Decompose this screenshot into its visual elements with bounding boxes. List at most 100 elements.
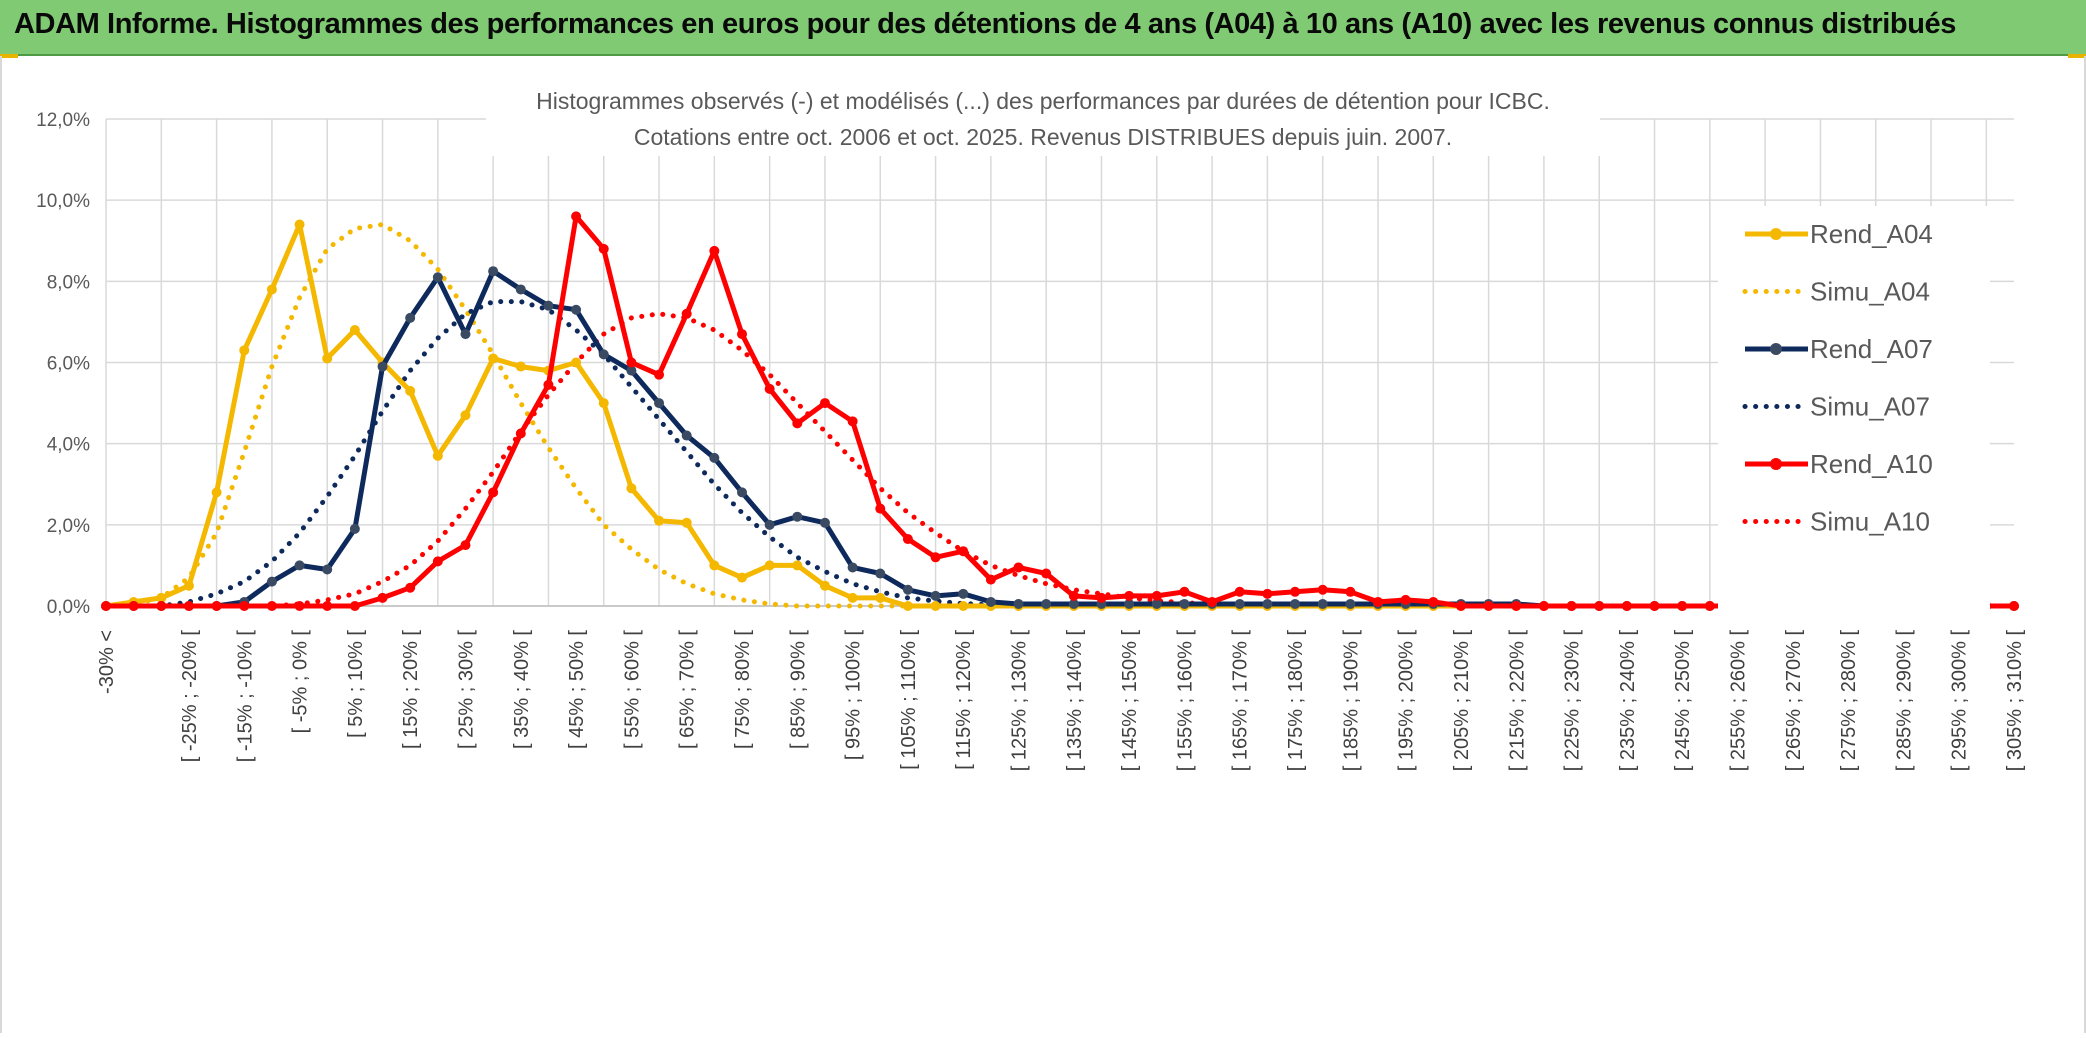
x-tick-label: [ 305% ; 310% [: [2004, 630, 2026, 772]
x-tick-label: [ 245% ; 250% [: [1672, 630, 1694, 772]
data-point: [1179, 586, 1190, 597]
data-point: [1455, 601, 1466, 611]
data-point: [1649, 601, 1660, 611]
data-point: [1345, 598, 1356, 609]
data-point: [1290, 586, 1301, 597]
report-title: ADAM Informe. Histogrammes des performan…: [14, 8, 1956, 40]
data-point: [1151, 598, 1162, 609]
data-point: [792, 560, 803, 571]
data-point: [737, 572, 747, 583]
x-tick-label: [ -25% ; -20% [: [179, 630, 201, 763]
y-tick-label: 0,0%: [47, 597, 90, 618]
legend-label: Simu_A04: [1810, 277, 1930, 307]
legend-label: Rend_A04: [1810, 219, 1933, 249]
data-point: [985, 574, 996, 585]
data-point: [405, 582, 416, 593]
data-point: [847, 592, 858, 603]
data-point: [515, 361, 526, 372]
y-tick-label: 4,0%: [47, 435, 90, 456]
data-point: [294, 560, 305, 571]
data-point: [183, 580, 194, 591]
legend-item-rend-a10: Rend_A10: [1745, 449, 1933, 479]
data-point: [294, 219, 305, 230]
x-tick-label: [ 115% ; 120% [: [953, 630, 975, 770]
x-tick-label: [ 215% ; 220% [: [1506, 630, 1528, 772]
x-tick-label: [ 285% ; 290% [: [1893, 630, 1915, 772]
series-line: [103, 299, 2017, 609]
data-point: [985, 596, 996, 607]
x-tick-label: [ 135% ; 140% [: [1064, 630, 1086, 772]
legend-marker: [1770, 343, 1782, 355]
chart-subtitle: Cotations entre oct. 2006 et oct. 2025. …: [634, 124, 1452, 150]
series-simu-a10: [103, 311, 2017, 609]
data-point: [902, 601, 913, 611]
x-tick-label: [ 235% ; 240% [: [1617, 630, 1639, 772]
data-point: [432, 556, 443, 567]
data-point: [930, 590, 941, 601]
data-point: [405, 385, 416, 396]
data-point: [1400, 594, 1411, 605]
data-point: [543, 300, 554, 311]
x-tick-label: [ 155% ; 160% [: [1174, 630, 1196, 772]
legend-label: Simu_A07: [1810, 392, 1930, 422]
data-point: [1041, 568, 1052, 579]
data-point: [1262, 588, 1273, 599]
legend-label: Rend_A07: [1810, 334, 1933, 364]
legend-background: [1718, 206, 1990, 614]
data-point: [654, 398, 665, 409]
data-point: [958, 588, 969, 599]
data-point: [1124, 598, 1135, 609]
data-point: [847, 416, 858, 427]
data-point: [681, 430, 692, 441]
data-point: [405, 312, 416, 323]
data-point: [902, 534, 913, 545]
data-point: [681, 308, 692, 319]
x-tick-label: [ 125% ; 130% [: [1009, 630, 1031, 772]
x-tick-label: [ 5% ; 10% [: [345, 630, 367, 738]
data-point: [349, 523, 360, 534]
data-point: [958, 601, 969, 611]
data-point: [1345, 586, 1356, 597]
legend-label: Rend_A10: [1810, 449, 1933, 479]
data-point: [460, 540, 471, 551]
data-point: [101, 601, 111, 611]
legend-item-simu-a07: Simu_A07: [1742, 392, 1930, 422]
data-point: [349, 325, 360, 336]
x-tick-label: [ 45% ; 50% [: [566, 630, 588, 749]
data-point: [211, 487, 222, 498]
data-point: [156, 601, 167, 611]
data-point: [764, 383, 775, 394]
legend-label: Simu_A10: [1810, 507, 1930, 537]
y-tick-label: 12,0%: [36, 110, 90, 131]
legend-item-simu-a10: Simu_A10: [1742, 507, 1930, 537]
data-point: [1373, 596, 1383, 607]
data-point: [930, 552, 941, 563]
data-point: [737, 487, 747, 498]
data-point: [1704, 601, 1715, 611]
data-point: [1207, 596, 1218, 607]
data-point: [1234, 598, 1245, 609]
chart-gridlines: [105, 118, 2014, 607]
data-point: [792, 511, 803, 522]
y-axis-ticks: 0,0% 2,0% 4,0% 6,0% 8,0% 10,0% 12,0%: [36, 110, 90, 618]
x-tick-label: [ 175% ; 180% [: [1285, 630, 1307, 772]
data-point: [764, 560, 775, 571]
data-point: [1068, 590, 1079, 601]
x-tick-label: [ 75% ; 80% [: [732, 630, 754, 749]
data-point: [239, 345, 250, 356]
data-point: [1013, 598, 1024, 609]
data-point: [1538, 601, 1549, 611]
y-tick-label: 6,0%: [47, 354, 90, 375]
chart-frame: 0,0% 2,0% 4,0% 6,0% 8,0% 10,0% 12,0% -30% < [ -…: [0, 56, 2086, 1033]
data-point: [1262, 598, 1273, 609]
data-point: [1566, 601, 1577, 611]
data-point: [183, 601, 194, 611]
data-point: [432, 272, 443, 283]
data-point: [654, 515, 665, 526]
data-point: [958, 546, 969, 557]
data-point: [875, 568, 886, 579]
series-line: [106, 213, 2014, 609]
data-point: [598, 398, 609, 409]
data-point: [1317, 598, 1328, 609]
legend-marker: [1770, 228, 1782, 240]
